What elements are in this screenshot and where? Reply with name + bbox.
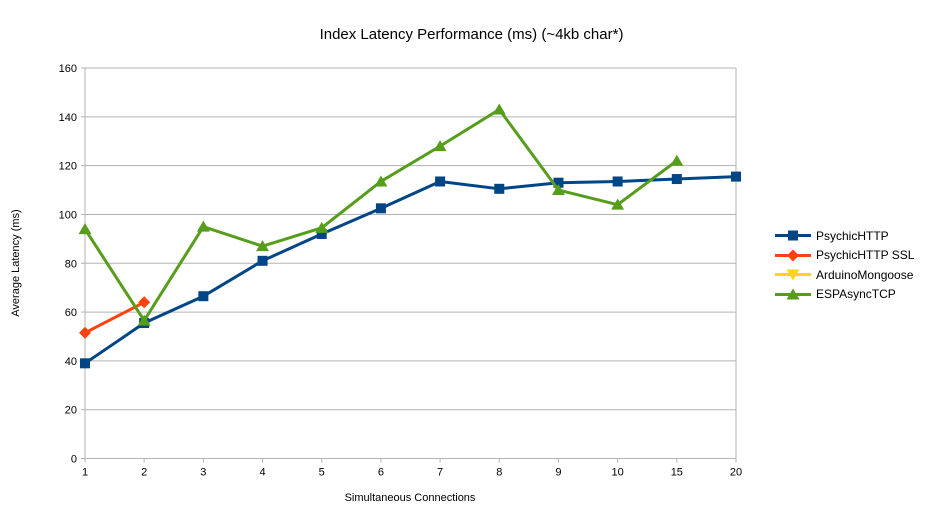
- square-marker: [257, 255, 268, 266]
- x-tick-label: 20: [730, 467, 742, 479]
- triangle-up-marker: [433, 140, 447, 152]
- y-tick-label: 120: [59, 161, 77, 173]
- y-tick-label: 20: [65, 405, 77, 417]
- triangle-up-marker: [670, 154, 684, 166]
- y-tick-label: 100: [59, 209, 77, 221]
- square-marker: [671, 174, 682, 185]
- legend-marker-triangle-down: [775, 269, 811, 281]
- square-marker: [731, 171, 741, 182]
- triangle-up-marker: [196, 220, 210, 232]
- triangle-up-marker: [611, 198, 625, 210]
- series-psychichttp: [80, 171, 741, 369]
- y-tick-label: 0: [71, 454, 77, 466]
- diamond-marker: [787, 249, 799, 262]
- legend-item-psychichttp: PsychicHTTP: [775, 226, 914, 246]
- legend-item-arduinomongoose: ArduinoMongoose: [775, 265, 914, 285]
- square-marker: [553, 177, 564, 188]
- legend-marker-square: [775, 230, 811, 241]
- x-axis-title: Simultaneous Connections: [344, 492, 476, 504]
- series-psychichttp-ssl: [79, 296, 151, 339]
- y-tick-label: 60: [65, 307, 77, 319]
- x-tick-label: 15: [671, 467, 683, 479]
- triangle-up-marker: [256, 240, 270, 252]
- legend-label: ESPAsyncTCP: [816, 287, 896, 302]
- triangle-up-marker: [78, 223, 92, 235]
- y-tick-label: 160: [59, 63, 77, 75]
- series-espasynctcp: [78, 103, 684, 326]
- diamond-marker: [79, 326, 91, 339]
- chart-title: Index Latency Performance (ms) (~4kb cha…: [319, 26, 624, 43]
- square-marker: [788, 230, 798, 241]
- legend-item-espasynctcp: ESPAsyncTCP: [775, 285, 914, 305]
- square-marker: [494, 183, 505, 194]
- x-tick-label: 8: [496, 467, 502, 479]
- triangle-up-marker: [315, 221, 329, 233]
- triangle-up-marker: [551, 184, 565, 196]
- square-marker: [612, 176, 623, 187]
- legend-label: PsychicHTTP SSL: [816, 248, 915, 263]
- legend-marker-diamond: [775, 249, 811, 262]
- triangle-up-marker: [137, 314, 151, 326]
- x-tick-label: 4: [259, 467, 265, 479]
- triangle-up-marker: [492, 103, 506, 115]
- x-tick-label: 9: [555, 467, 561, 479]
- x-tick-label: 10: [612, 467, 624, 479]
- square-marker: [198, 291, 209, 302]
- legend-item-psychichttp-ssl: PsychicHTTP SSL: [775, 246, 914, 266]
- y-tick-label: 140: [59, 112, 77, 124]
- legend-marker-triangle-up: [775, 288, 811, 300]
- diamond-marker: [138, 296, 151, 309]
- x-tick-label: 5: [319, 467, 325, 479]
- triangle-up-marker: [374, 175, 388, 187]
- x-tick-label: 6: [378, 467, 384, 479]
- legend-label: ArduinoMongoose: [816, 267, 914, 282]
- triangle-up-marker: [786, 288, 800, 300]
- y-tick-label: 40: [65, 356, 77, 368]
- square-marker: [375, 203, 386, 214]
- x-tick-label: 1: [82, 467, 88, 479]
- x-tick-label: 2: [141, 467, 147, 479]
- series-line: [84, 175, 737, 365]
- triangle-down-marker: [786, 269, 800, 281]
- square-marker: [316, 228, 327, 239]
- x-tick-label: 7: [437, 467, 443, 479]
- legend-label: PsychicHTTP: [816, 228, 889, 243]
- legend: PsychicHTTP PsychicHTTP SSL ArduinoMongo…: [775, 226, 914, 304]
- y-tick-label: 80: [65, 258, 77, 270]
- square-marker: [435, 176, 446, 187]
- x-tick-label: 3: [200, 467, 206, 479]
- series-line: [83, 107, 678, 323]
- square-marker: [80, 358, 90, 369]
